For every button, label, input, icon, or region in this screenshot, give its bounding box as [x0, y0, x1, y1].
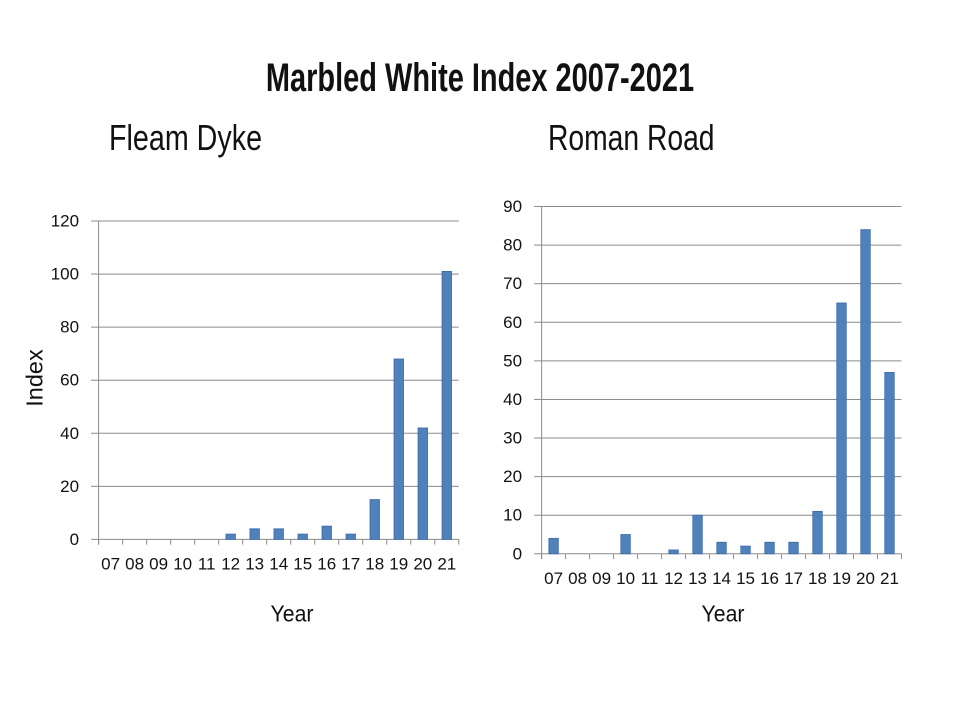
- svg-text:15: 15: [736, 569, 755, 588]
- svg-text:19: 19: [389, 555, 408, 574]
- svg-text:13: 13: [688, 569, 707, 588]
- svg-text:17: 17: [784, 569, 803, 588]
- svg-text:30: 30: [503, 429, 522, 448]
- svg-text:20: 20: [856, 569, 875, 588]
- svg-text:12: 12: [221, 555, 240, 574]
- svg-text:100: 100: [51, 265, 79, 284]
- svg-text:07: 07: [101, 555, 120, 574]
- svg-text:12: 12: [664, 569, 683, 588]
- svg-text:60: 60: [60, 371, 79, 390]
- svg-text:19: 19: [832, 569, 851, 588]
- svg-text:40: 40: [60, 424, 79, 443]
- svg-text:14: 14: [712, 569, 731, 588]
- svg-text:20: 20: [503, 467, 522, 486]
- svg-text:90: 90: [503, 197, 522, 216]
- svg-text:20: 20: [413, 555, 432, 574]
- svg-text:10: 10: [616, 569, 635, 588]
- svg-text:09: 09: [149, 555, 168, 574]
- svg-text:20: 20: [60, 477, 79, 496]
- svg-text:40: 40: [503, 390, 522, 409]
- svg-text:13: 13: [245, 555, 264, 574]
- svg-text:60: 60: [503, 313, 522, 332]
- svg-text:08: 08: [568, 569, 587, 588]
- svg-text:11: 11: [198, 555, 216, 574]
- svg-text:0: 0: [70, 530, 79, 549]
- svg-text:10: 10: [173, 555, 192, 574]
- svg-text:16: 16: [760, 569, 779, 588]
- svg-text:09: 09: [592, 569, 611, 588]
- svg-text:11: 11: [641, 569, 659, 588]
- svg-text:80: 80: [60, 318, 79, 337]
- svg-text:120: 120: [51, 212, 79, 231]
- svg-text:15: 15: [293, 555, 312, 574]
- svg-text:18: 18: [365, 555, 384, 574]
- svg-text:17: 17: [341, 555, 360, 574]
- svg-text:08: 08: [125, 555, 144, 574]
- svg-text:70: 70: [503, 274, 522, 293]
- svg-text:0: 0: [513, 544, 522, 563]
- svg-text:21: 21: [437, 555, 456, 574]
- svg-text:21: 21: [880, 569, 899, 588]
- svg-text:14: 14: [269, 555, 288, 574]
- svg-text:10: 10: [503, 506, 522, 525]
- svg-text:50: 50: [503, 351, 522, 370]
- svg-text:16: 16: [317, 555, 336, 574]
- svg-text:80: 80: [503, 236, 522, 255]
- svg-text:07: 07: [544, 569, 563, 588]
- svg-text:18: 18: [808, 569, 827, 588]
